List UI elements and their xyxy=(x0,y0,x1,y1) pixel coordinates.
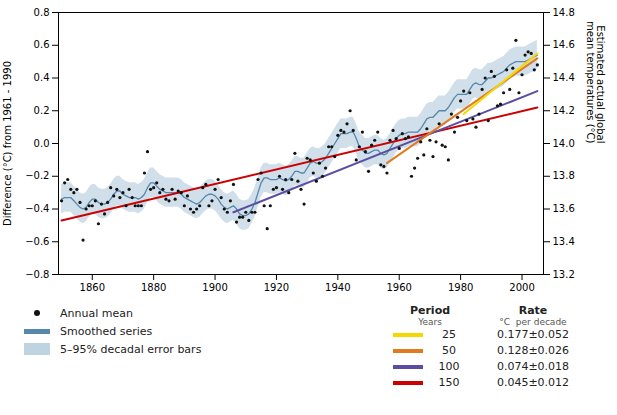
svg-text:14.4: 14.4 xyxy=(553,72,575,83)
svg-text:0.0: 0.0 xyxy=(34,138,50,149)
svg-text:0.2: 0.2 xyxy=(34,105,50,116)
svg-text:−0.2: −0.2 xyxy=(25,170,49,181)
svg-text:0.8: 0.8 xyxy=(34,7,50,18)
svg-text:−0.8: −0.8 xyxy=(25,269,49,280)
html-text:0.128±0.026: 0.128±0.026 xyxy=(496,344,570,357)
html-text:Years: Years xyxy=(418,317,442,327)
svg-text:14.0: 14.0 xyxy=(553,138,575,149)
html-text:100: 100 xyxy=(438,360,460,373)
svg-text:0.6: 0.6 xyxy=(34,39,50,50)
svg-text:−0.4: −0.4 xyxy=(25,203,49,214)
html-text:150: 150 xyxy=(438,376,460,389)
svg-text:1900: 1900 xyxy=(202,282,227,293)
svg-text:14.6: 14.6 xyxy=(553,39,575,50)
svg-text:1880: 1880 xyxy=(141,282,166,293)
html-text:50: 50 xyxy=(442,344,456,357)
svg-text:0.4: 0.4 xyxy=(34,72,50,83)
html-text:0.074±0.018: 0.074±0.018 xyxy=(496,360,570,373)
svg-text:1940: 1940 xyxy=(325,282,350,293)
svg-text:Estimated actual globalmean te: Estimated actual globalmean temperatures… xyxy=(585,21,606,144)
svg-text:13.4: 13.4 xyxy=(553,236,575,247)
svg-text:13.6: 13.6 xyxy=(553,203,575,214)
svg-text:1860: 1860 xyxy=(80,282,105,293)
html-text:0.177±0.052: 0.177±0.052 xyxy=(496,328,570,341)
html-text:25: 25 xyxy=(442,328,456,341)
svg-text:1960: 1960 xyxy=(387,282,412,293)
svg-text:13.8: 13.8 xyxy=(553,170,575,181)
html-text:Smoothed series: Smoothed series xyxy=(60,324,153,338)
html-text:°C per decade: °C per decade xyxy=(499,317,567,327)
svg-text:14.2: 14.2 xyxy=(553,105,575,116)
html-text:Rate: Rate xyxy=(518,304,548,317)
html-text:Annual mean: Annual mean xyxy=(60,306,133,320)
svg-text:1920: 1920 xyxy=(264,282,289,293)
svg-text:−0.6: −0.6 xyxy=(25,236,49,247)
svg-text:14.8: 14.8 xyxy=(553,7,575,18)
svg-text:13.2: 13.2 xyxy=(553,269,575,280)
svg-text:1980: 1980 xyxy=(448,282,473,293)
html-text:0.045±0.012: 0.045±0.012 xyxy=(496,376,570,389)
html-text:Period: Period xyxy=(409,304,451,317)
svg-text:Difference (°C) from 1961 - 19: Difference (°C) from 1961 - 1990 xyxy=(2,61,13,226)
html-text:5–95% decadal error bars: 5–95% decadal error bars xyxy=(60,342,202,356)
svg-text:2000: 2000 xyxy=(509,282,534,293)
